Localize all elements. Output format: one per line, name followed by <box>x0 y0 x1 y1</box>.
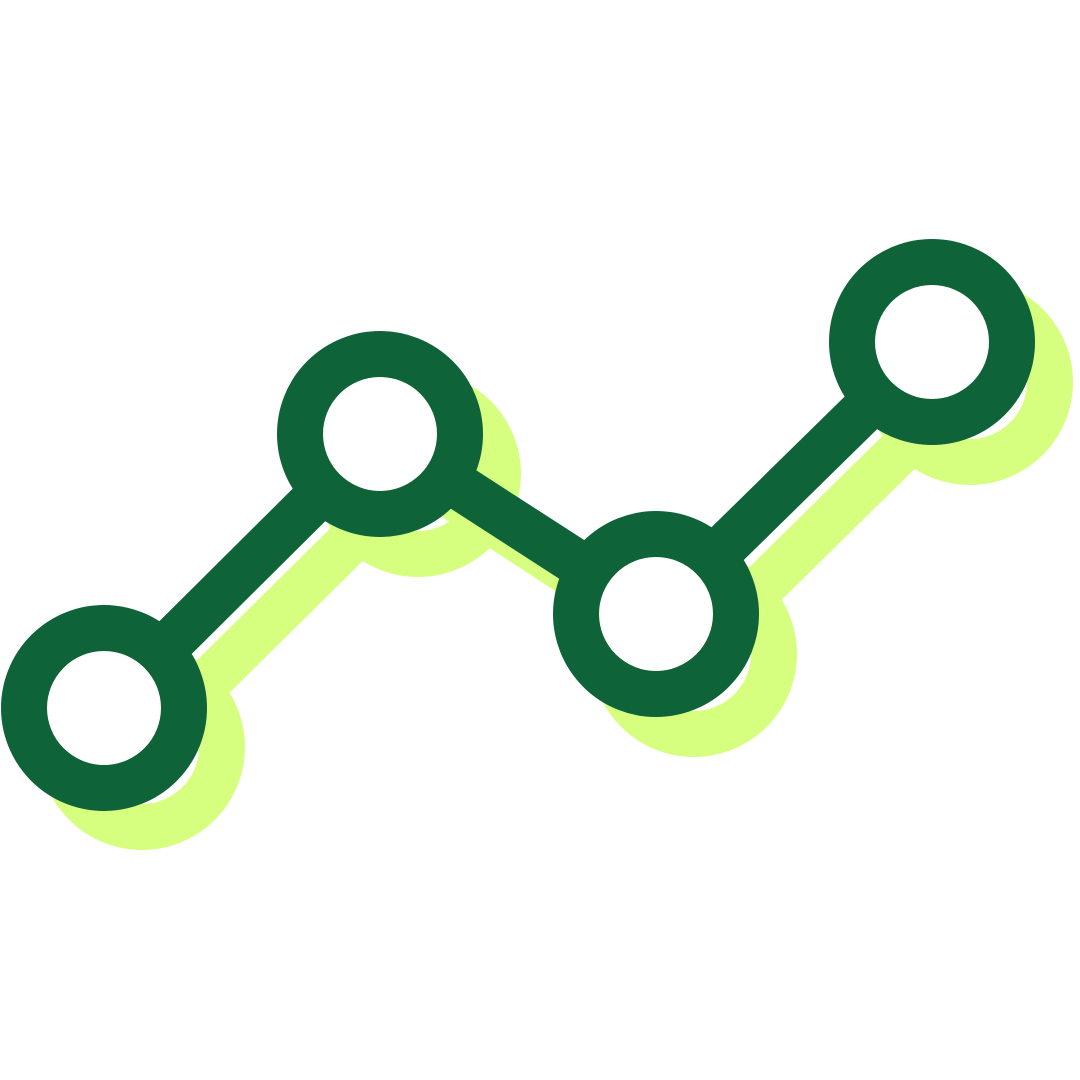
node-1-inner-knockout <box>47 651 161 765</box>
connector-line-1 <box>143 475 339 670</box>
graph-node-2 <box>277 331 483 537</box>
connector-line-3 <box>695 381 893 576</box>
graph-node-1 <box>1 605 207 811</box>
node-2-inner-knockout <box>323 377 437 491</box>
graph-node-3 <box>553 511 759 717</box>
connector-line-2 <box>442 464 595 586</box>
graph-node-4 <box>829 239 1035 445</box>
graph-main <box>1 239 1035 811</box>
graph-knockout <box>47 285 989 765</box>
node-4-inner-knockout <box>875 285 989 399</box>
node-3-inner-knockout <box>599 557 713 671</box>
